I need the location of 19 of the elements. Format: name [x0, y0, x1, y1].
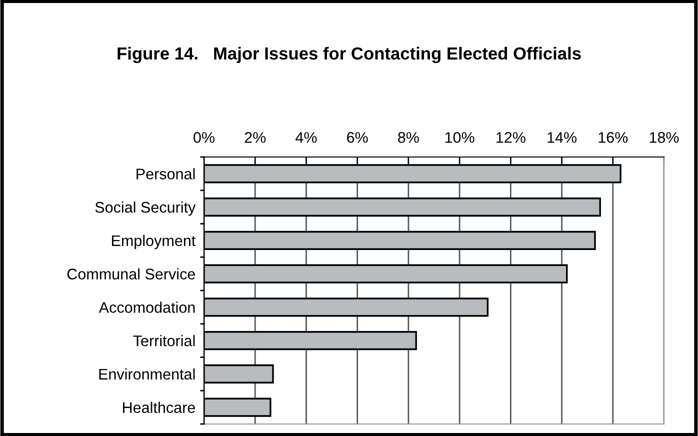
x-tick-label: 6%: [347, 132, 368, 143]
x-tick-label: 0%: [194, 132, 214, 143]
y-tick-label: Healthcare: [123, 402, 195, 413]
y-tick-label: Employment: [112, 234, 196, 250]
y-tick-label: Accomodation: [98, 302, 195, 313]
y-tick-label: Personal: [136, 168, 195, 180]
x-tick-label: 10%: [445, 132, 474, 143]
y-tick-label: Environmental: [99, 368, 195, 380]
y-tick-label: Social Security: [95, 202, 196, 216]
x-tick-label: 4%: [296, 132, 317, 143]
y-tick-label: Territorial: [133, 335, 195, 346]
x-tick-label: 16%: [598, 132, 628, 143]
y-tick-label: Communal Service: [67, 268, 195, 280]
x-tick-label: 12%: [496, 132, 526, 143]
x-tick-label: 8%: [398, 132, 419, 143]
chart-title: Figure 14. Major Issues for Contacting Elected Officials: [118, 46, 581, 64]
x-tick-label: 2%: [244, 132, 266, 143]
x-tick-label: 18%: [650, 132, 679, 143]
x-tick-label: 14%: [548, 132, 577, 143]
